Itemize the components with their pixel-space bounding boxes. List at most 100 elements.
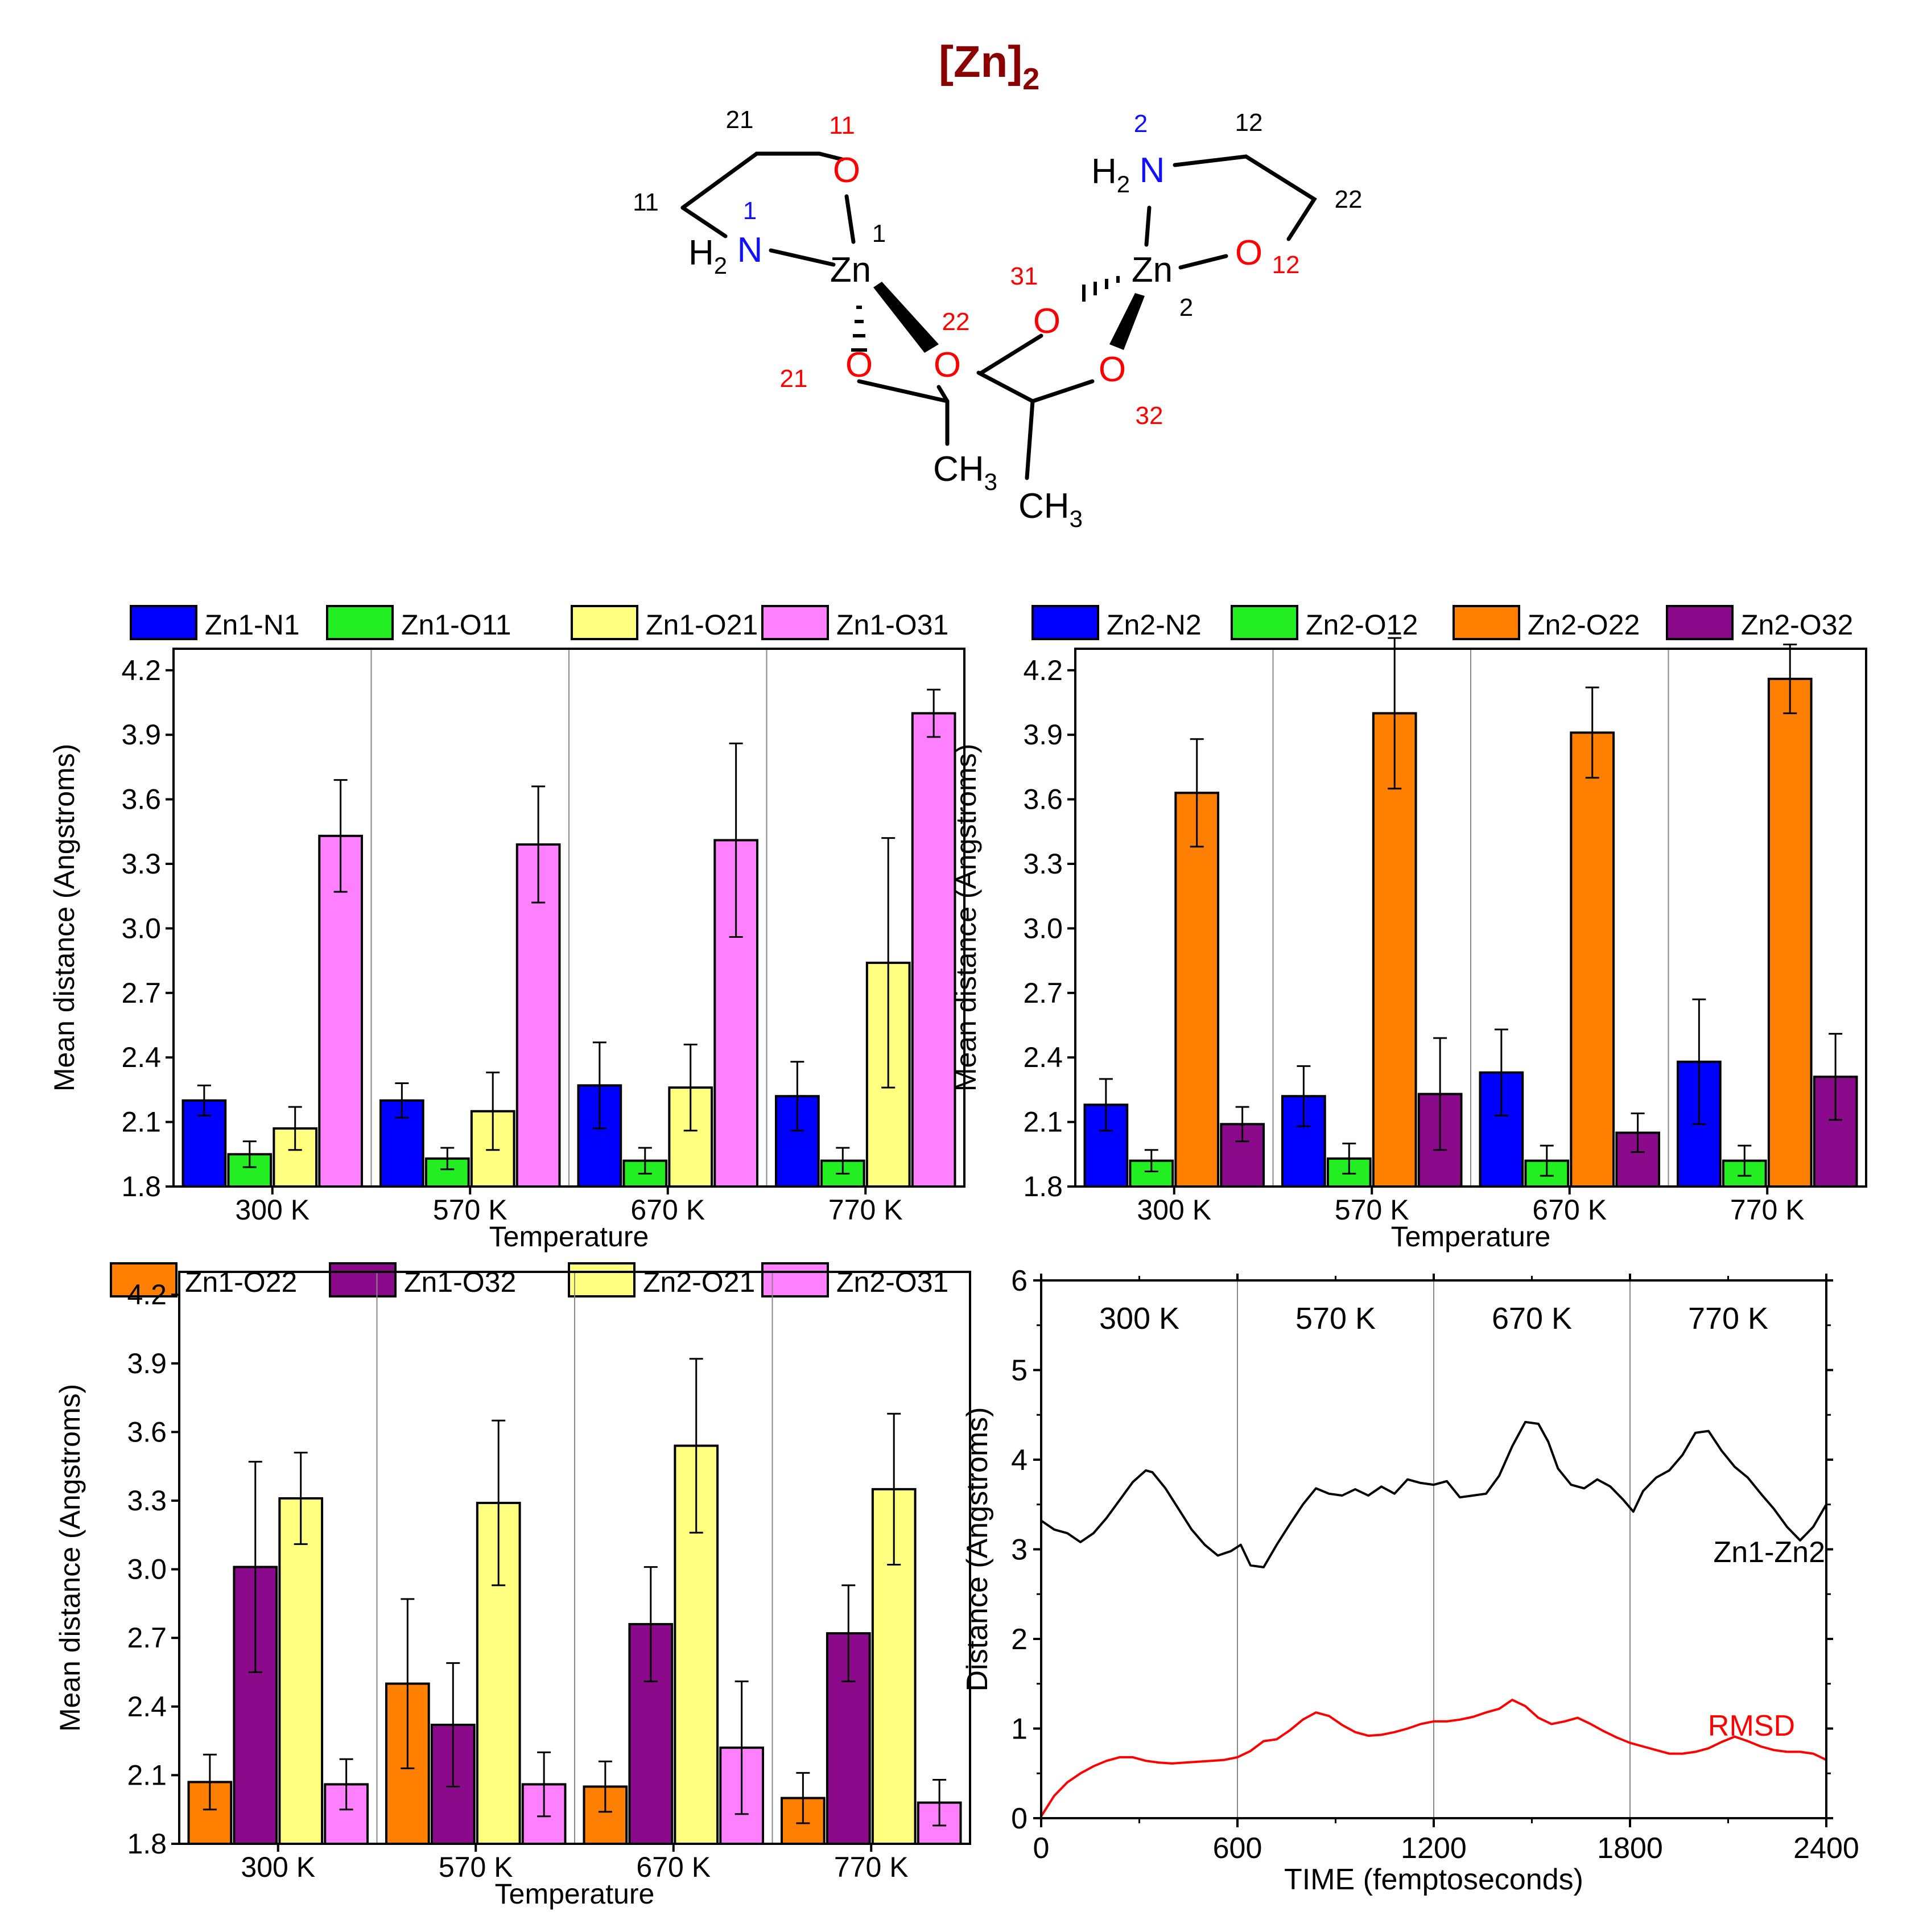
x-tick-label: 600 (1213, 1832, 1262, 1865)
y-tick-label: 4.2 (127, 1279, 167, 1311)
plot-frame (1074, 648, 1867, 1188)
series-label-rmsd: RMSD (1708, 1709, 1795, 1742)
hash-zn1-o21 (851, 306, 867, 352)
y-tick-label: 1.8 (127, 1828, 167, 1860)
y-tick-label: 4 (1011, 1444, 1028, 1477)
y-tick-label: 6 (1011, 1264, 1028, 1297)
legend-swatch-zn2-o21 (568, 1262, 636, 1297)
x-tick-label: 770 K (834, 1851, 909, 1883)
label-c22: 22 (1335, 186, 1363, 213)
y-tick-label: 4.2 (1023, 654, 1063, 686)
molecule-title-subscript: 2 (1022, 62, 1039, 96)
atom-zn1: Zn (830, 250, 871, 290)
y-tick-label: 3.3 (127, 1485, 167, 1517)
x-axis-label: Temperature (489, 1221, 649, 1253)
atom-o21: O (845, 345, 873, 385)
y-tick-label: 0 (1011, 1802, 1028, 1835)
y-tick-label: 2.1 (1023, 1106, 1063, 1138)
atom-o12: O (1235, 233, 1262, 273)
legend-swatch-zn1-o32 (329, 1262, 397, 1297)
bond-c-ch3-right (1025, 399, 1035, 480)
x-tick-label: 670 K (630, 1194, 705, 1226)
group-h2-n2: H2 (1091, 152, 1130, 197)
bond-left-ring (680, 151, 844, 210)
atom-o31: O (1033, 302, 1061, 341)
legend-label-zn1-o21: Zn1-O21 (646, 609, 758, 641)
group-ch3-right: CH3 (1018, 487, 1083, 532)
x-axis-label: Temperature (1391, 1221, 1551, 1253)
y-tick-label: 3.9 (127, 1348, 167, 1379)
label-zn2-index: 2 (1179, 294, 1193, 322)
series-line-zn1-zn2 (1040, 1420, 1827, 1568)
series-label-zn1-zn2: Zn1-Zn2 (1713, 1536, 1825, 1569)
label-o22-index: 22 (942, 308, 970, 336)
label-o11-index: 11 (829, 112, 855, 139)
y-tick-label: 3.9 (1023, 719, 1063, 751)
x-tick-label: 770 K (828, 1194, 903, 1226)
y-tick-label: 2.4 (121, 1041, 161, 1073)
bar-chart-zn2: Zn2-N2 Zn2-O12 Zn2-O22 Zn2-O32 1.8 2.1 2.4 2.7 3… (950, 605, 1867, 1253)
legend-label-zn2-n2: Zn2-N2 (1107, 609, 1202, 641)
y-tick-label: 2.4 (1023, 1041, 1063, 1073)
y-tick-label: 3 (1011, 1534, 1028, 1567)
y-axis-label: Distance (Angstroms) (961, 1407, 994, 1692)
bar-zn2-o22-770k (1767, 677, 1813, 1188)
label-n2-index: 2 (1134, 110, 1148, 138)
y-tick-label: 1.8 (121, 1171, 161, 1202)
x-tick-label: 300 K (235, 1194, 310, 1226)
label-o31-index: 31 (1010, 262, 1038, 290)
atom-o32: O (1099, 350, 1126, 389)
bond-o21-c (857, 379, 950, 403)
label-o12-index: 12 (1272, 251, 1300, 279)
x-tick-label: 570 K (433, 1194, 507, 1226)
label-o21-index: 21 (780, 365, 808, 393)
label-n1-index: 1 (743, 197, 757, 225)
bond-zn2-o12 (1178, 254, 1228, 270)
x-axis-label: Temperature (495, 1878, 655, 1910)
x-tick-label: 0 (1033, 1832, 1050, 1865)
region-label: 670 K (1492, 1301, 1572, 1336)
legend-label-zn2-o32: Zn2-O32 (1741, 609, 1853, 641)
bond-c-o22 (936, 385, 950, 403)
legend-label-zn2-o22: Zn2-O22 (1528, 609, 1640, 641)
bond-o31-c (979, 333, 1043, 375)
bond-n1-c11 (680, 205, 728, 238)
y-tick-label: 3.6 (1023, 784, 1063, 815)
legend-swatch-zn2-o31 (761, 1262, 829, 1297)
legend-swatch-zn1-n1 (130, 605, 197, 640)
region-label: 570 K (1295, 1301, 1376, 1336)
label-o32-index: 32 (1136, 402, 1163, 430)
hash-zn2-o31 (1082, 276, 1120, 302)
bar-zn1-o21-670k (668, 1086, 713, 1188)
bond-n1-zn1 (769, 248, 836, 267)
atom-zn2: Zn (1132, 250, 1173, 290)
x-axis-label: TIME (femptoseconds) (1284, 1863, 1583, 1896)
bar-chart-cross: Zn1-O22 Zn1-O32 Zn2-O21 Zn2-O311.82.12.42.7… (54, 1262, 971, 1910)
legend-swatch-zn2-o32 (1666, 605, 1734, 640)
bond-right-ring (1173, 154, 1317, 241)
y-axis-label: Mean distance (Angstroms) (950, 744, 982, 1091)
atom-o22: O (934, 345, 961, 385)
bond-n2-zn2 (1144, 205, 1152, 247)
label-zn1-index: 1 (872, 220, 886, 248)
y-tick-label: 2.7 (1023, 977, 1063, 1009)
label-c12: 12 (1235, 109, 1263, 137)
label-c11: 11 (633, 188, 659, 216)
atom-o11: O (833, 151, 860, 190)
region-label: 770 K (1688, 1301, 1768, 1336)
bar-zn1-o31-300k (318, 834, 363, 1188)
y-axis-label: Mean distance (Angstroms) (54, 1384, 86, 1732)
y-tick-label: 3.0 (121, 912, 161, 944)
bar-zn2-o22-300k (1174, 792, 1220, 1188)
x-tick-label: 570 K (1335, 1194, 1409, 1226)
bar-zn1-o31-770k (911, 712, 956, 1188)
group-h2-n1: H2 (688, 233, 727, 279)
plot-frame (172, 648, 965, 1188)
y-tick-label: 2.7 (121, 977, 161, 1009)
bar-zn2-o21-300k (278, 1497, 324, 1845)
x-tick-label: 570 K (439, 1851, 513, 1883)
x-tick-label: 300 K (1137, 1194, 1211, 1226)
y-tick-label: 2 (1011, 1623, 1028, 1656)
x-tick-label: 1800 (1597, 1832, 1663, 1865)
